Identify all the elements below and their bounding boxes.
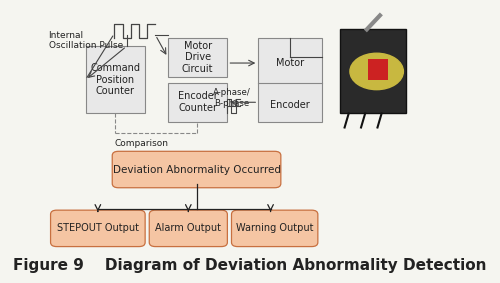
FancyBboxPatch shape (150, 210, 228, 246)
FancyBboxPatch shape (232, 210, 318, 246)
FancyBboxPatch shape (86, 46, 145, 113)
Text: Motor
Drive
Circuit: Motor Drive Circuit (182, 41, 214, 74)
Text: Alarm Output: Alarm Output (156, 223, 222, 233)
Text: Motor: Motor (276, 58, 304, 68)
Text: Figure 9    Diagram of Deviation Abnormality Detection: Figure 9 Diagram of Deviation Abnormalit… (14, 258, 487, 273)
FancyBboxPatch shape (258, 38, 322, 122)
Text: Command
Position
Counter: Command Position Counter (90, 63, 140, 97)
Text: STEPOUT Output: STEPOUT Output (57, 223, 139, 233)
Circle shape (350, 53, 404, 90)
FancyBboxPatch shape (112, 151, 281, 188)
Text: Deviation Abnormality Occurred: Deviation Abnormality Occurred (112, 164, 280, 175)
FancyBboxPatch shape (50, 210, 145, 246)
Text: Encoder
Counter: Encoder Counter (178, 91, 218, 113)
Text: A-phase/
B-phase: A-phase/ B-phase (212, 88, 250, 108)
Text: Internal
Oscillation Pulse: Internal Oscillation Pulse (48, 31, 123, 50)
Text: Encoder: Encoder (270, 100, 310, 110)
FancyBboxPatch shape (340, 29, 406, 113)
Text: Comparison: Comparison (114, 139, 168, 148)
FancyBboxPatch shape (368, 59, 388, 80)
FancyBboxPatch shape (168, 83, 228, 122)
Text: Warning Output: Warning Output (236, 223, 314, 233)
FancyBboxPatch shape (168, 38, 228, 77)
